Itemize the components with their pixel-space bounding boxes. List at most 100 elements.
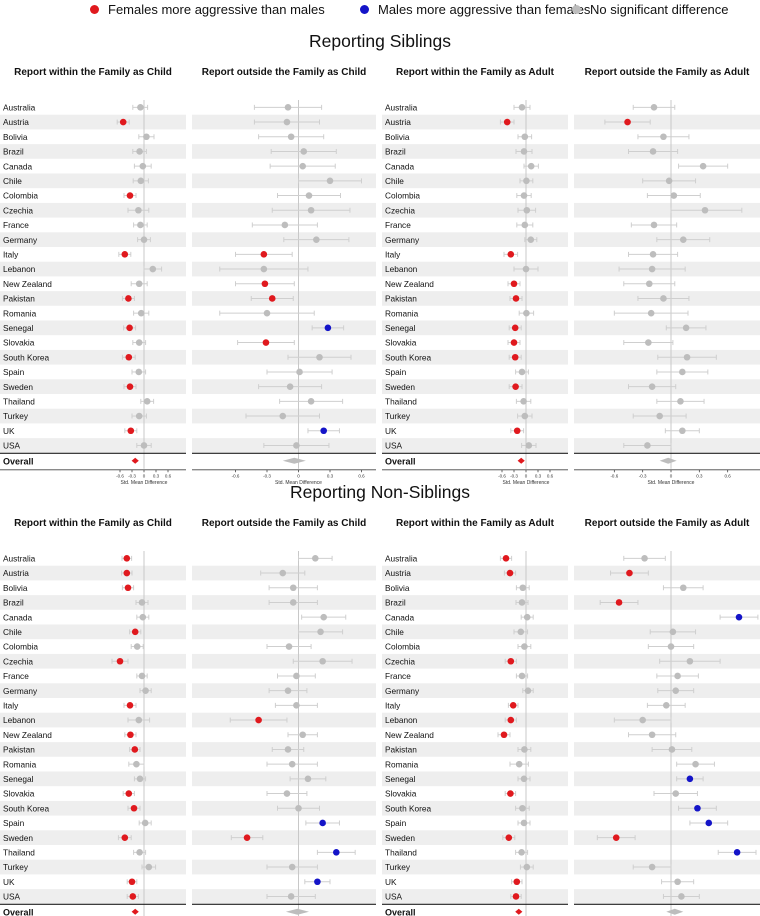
country-label: Lebanon — [3, 264, 36, 274]
row-stripe — [0, 624, 186, 640]
legend-item-females: Females more aggressive than males — [90, 2, 325, 17]
estimate-point — [523, 863, 531, 871]
estimate-row — [519, 863, 534, 871]
estimate-row — [287, 353, 352, 361]
estimate-point — [130, 804, 138, 812]
estimate-point — [126, 702, 134, 709]
estimate-row — [517, 206, 537, 214]
country-label: Canada — [385, 161, 414, 171]
estimate-row — [258, 133, 325, 141]
estimate-row — [510, 427, 525, 435]
row-stripe — [192, 653, 376, 669]
forest-panel-0-2: Report within the Family as Adult Austral… — [382, 67, 568, 486]
estimate-row — [307, 427, 340, 435]
estimate-point — [733, 849, 741, 856]
estimate-row — [510, 893, 522, 900]
row-stripe — [0, 889, 186, 904]
country-label: Thailand — [385, 397, 417, 407]
estimate-row — [520, 613, 534, 621]
estimate-row — [140, 398, 155, 405]
row-stripe — [382, 830, 568, 845]
panel-title: Report outside the Family as Adult — [585, 67, 750, 78]
estimate-point — [679, 584, 687, 592]
estimate-point — [138, 672, 146, 680]
section-0: Report within the Family as Child Austral… — [0, 67, 760, 486]
estimate-point — [127, 731, 134, 739]
row-stripe — [382, 565, 568, 581]
forest-panel-1-3: Report outside the Family as Adult-0.6-0… — [574, 518, 760, 916]
estimate-point — [670, 192, 678, 199]
overall-label: Overall — [385, 907, 416, 916]
estimate-row — [117, 834, 132, 841]
estimate-point — [674, 878, 681, 886]
estimate-point — [639, 716, 646, 724]
country-label: USA — [3, 892, 21, 902]
estimate-row — [133, 775, 147, 783]
x-tick-label: 0.6 — [547, 473, 554, 478]
estimate-point — [699, 162, 707, 170]
estimate-point — [289, 584, 297, 592]
estimate-point — [314, 878, 321, 886]
row-stripe — [382, 889, 568, 904]
row-stripe — [0, 173, 186, 189]
estimate-row — [136, 442, 152, 449]
estimate-point — [137, 177, 145, 185]
estimate-point — [521, 412, 529, 420]
estimate-point — [313, 236, 320, 243]
country-label: France — [385, 671, 411, 681]
estimate-row — [513, 628, 529, 636]
country-label: Italy — [385, 250, 401, 260]
estimate-row — [121, 353, 136, 361]
legend-dot-blue — [360, 5, 369, 14]
country-label: Slovakia — [3, 789, 35, 799]
estimate-row — [266, 863, 318, 871]
estimate-row — [301, 613, 347, 621]
estimate-row — [651, 746, 693, 753]
country-label: Brazil — [3, 147, 24, 157]
estimate-row — [219, 265, 309, 273]
row-stripe — [0, 379, 186, 394]
estimate-point — [135, 412, 143, 420]
estimate-point — [127, 427, 135, 435]
row-stripe — [0, 712, 186, 728]
country-label: South Korea — [385, 352, 432, 362]
estimate-row — [519, 177, 534, 185]
forest-panel-1-2: Report within the Family as Adult Austral… — [382, 518, 568, 916]
estimate-row — [642, 177, 697, 185]
country-label: Chile — [385, 627, 404, 637]
estimate-point — [520, 192, 528, 199]
estimate-row — [507, 280, 521, 288]
country-label: Italy — [3, 701, 19, 711]
row-stripe — [382, 379, 568, 394]
estimate-row — [132, 339, 147, 346]
estimate-point — [518, 599, 526, 606]
country-label: Chile — [3, 176, 22, 186]
country-label: Canada — [3, 161, 32, 171]
row-stripe — [382, 202, 568, 218]
estimate-row — [599, 599, 639, 606]
estimate-row — [138, 133, 155, 141]
country-label: Spain — [3, 818, 25, 828]
estimate-point — [287, 893, 295, 900]
estimate-row — [269, 162, 336, 170]
estimate-row — [507, 339, 521, 346]
estimate-point — [141, 819, 149, 827]
row-stripe — [574, 595, 760, 610]
estimate-point — [735, 613, 743, 621]
row-stripe — [192, 320, 376, 336]
estimate-row — [253, 104, 323, 111]
row-stripe — [0, 859, 186, 875]
estimate-row — [665, 324, 707, 332]
country-label: Spain — [385, 367, 407, 377]
estimate-row — [515, 599, 529, 606]
estimate-point — [143, 398, 151, 405]
section-1: Report within the Family as Child Austral… — [0, 518, 760, 916]
estimate-point — [645, 280, 653, 288]
estimate-point — [512, 383, 519, 390]
country-label: Canada — [385, 612, 414, 622]
country-label: Slovakia — [385, 789, 417, 799]
row-stripe — [382, 408, 568, 424]
estimate-point — [679, 368, 686, 376]
estimate-point — [149, 265, 157, 273]
